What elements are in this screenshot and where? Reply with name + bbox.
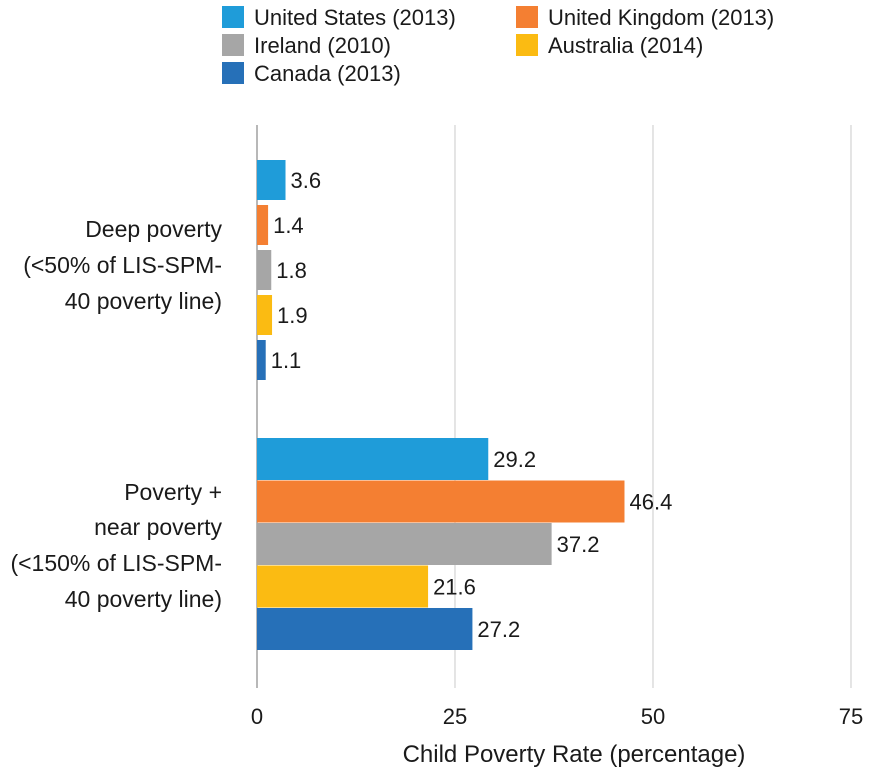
- legend-label: Canada (2013): [254, 61, 401, 86]
- x-tick-label: 50: [641, 704, 665, 729]
- data-label: 29.2: [493, 447, 536, 472]
- data-label: 1.8: [276, 258, 307, 283]
- bar: [257, 523, 552, 565]
- data-label: 3.6: [291, 168, 322, 193]
- data-labels: 3.6 1.4 1.8 1.9 1.1 29.2 46.4 37.2 21.627.2: [271, 168, 673, 642]
- category-label: (<150% of LIS-SPM-: [10, 550, 222, 576]
- x-tick-label: 75: [839, 704, 863, 729]
- x-tick-label: 25: [443, 704, 467, 729]
- data-label: 21.6: [433, 575, 476, 600]
- legend-swatch: [222, 6, 244, 28]
- bar: [257, 250, 272, 290]
- bar: [257, 160, 286, 200]
- data-label: 1.1: [271, 348, 302, 373]
- legend-swatch: [222, 62, 244, 84]
- category-label: 40 poverty line): [65, 288, 222, 314]
- legend-label: Ireland (2010): [254, 33, 391, 58]
- data-label: 37.2: [557, 532, 600, 557]
- category-label: Poverty +: [124, 479, 222, 505]
- bar: [257, 480, 625, 523]
- bar: [257, 608, 473, 650]
- bar: [257, 340, 266, 380]
- x-axis-title: Child Poverty Rate (percentage): [403, 741, 746, 768]
- category-label: (<50% of LIS-SPM-: [23, 252, 222, 278]
- legend-label: Australia (2014): [548, 33, 703, 58]
- category-labels: Deep poverty (<50% of LIS-SPM- 40 poverty …: [10, 216, 222, 612]
- legend-label: United Kingdom (2013): [548, 5, 774, 30]
- legend-swatch: [516, 34, 538, 56]
- category-label: Deep poverty: [85, 216, 222, 242]
- legend-swatch: [222, 34, 244, 56]
- x-tick-label: 0: [251, 704, 263, 729]
- bar: [257, 205, 269, 245]
- bars: [257, 160, 625, 650]
- category-label: near poverty: [94, 514, 222, 540]
- category-label: 40 poverty line): [65, 586, 222, 612]
- data-label: 1.9: [277, 303, 308, 328]
- legend-label: United States (2013): [254, 5, 456, 30]
- data-label: 1.4: [273, 213, 304, 238]
- bar: [257, 438, 489, 480]
- legend: United States (2013) United Kingdom (2013…: [222, 5, 774, 86]
- data-label: 27.2: [477, 617, 520, 642]
- bar: [257, 295, 273, 335]
- x-axis: 0 25 50 75 Child Poverty Rate (percentage): [251, 704, 863, 768]
- bar: [257, 565, 429, 608]
- legend-swatch: [516, 6, 538, 28]
- data-label: 46.4: [629, 490, 672, 515]
